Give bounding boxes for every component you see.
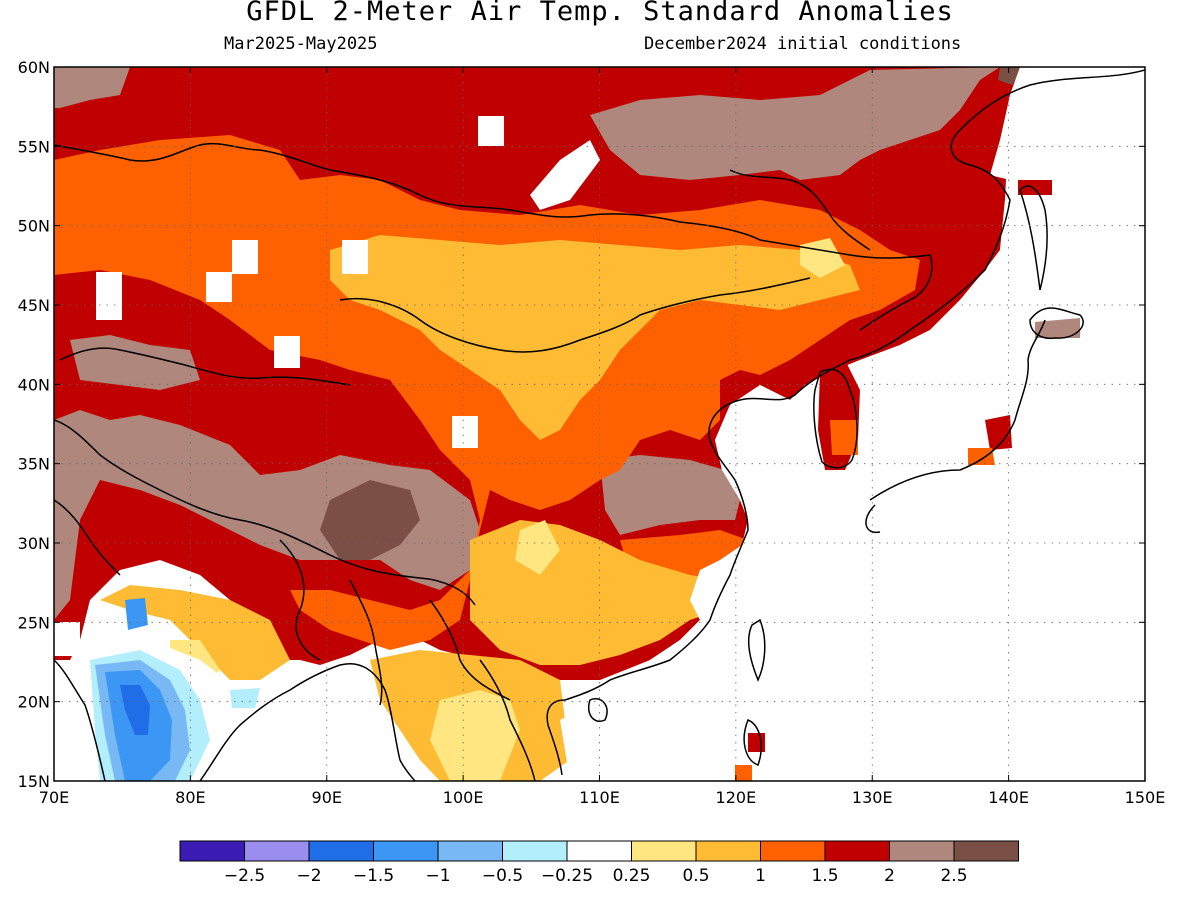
- colorbar-label: 1.5: [811, 866, 838, 886]
- colorbar-swatch: [373, 840, 439, 862]
- map-title: GFDL 2-Meter Air Temp. Standard Anomalie…: [246, 0, 954, 27]
- colorbar: −2.5 −2 −1.5 −1 −0.5 −0.25 0.25 0.5 1 1.5 2 2.5: [179, 840, 1019, 886]
- anomaly-region-0p5-1: [330, 235, 860, 440]
- lat-tick-label: 35N: [18, 455, 50, 474]
- anomaly-region-gt-2p5: [320, 480, 420, 560]
- colorbar-swatch: [824, 840, 890, 862]
- anomaly-luzon: [735, 765, 752, 781]
- anomaly-japan: [985, 415, 1012, 450]
- anomaly-japan-south: [968, 448, 995, 465]
- colorbar-label: 0.5: [682, 866, 709, 886]
- lon-tick-label: 80E: [175, 788, 205, 807]
- colorbar-label: 2.5: [940, 866, 967, 886]
- anomaly-region-0p25-0p5: [430, 690, 520, 781]
- lake: [452, 416, 478, 448]
- anomaly-region-2-2p5: [54, 67, 130, 108]
- lat-tick-label: 40N: [18, 375, 50, 394]
- colorbar-swatch: [566, 840, 632, 862]
- ocean-bay-of-bengal: [200, 665, 400, 781]
- anomaly-region-gt-2p5: [998, 67, 1022, 85]
- lon-tick-label: 70E: [39, 788, 69, 807]
- anomaly-field: [54, 67, 1080, 781]
- colorbar-label: −2.5: [224, 866, 265, 886]
- colorbar-label: 1: [755, 866, 766, 886]
- colorbar-swatch: [889, 840, 955, 862]
- lake-baikal: [530, 140, 600, 210]
- colorbar-label: 0.25: [613, 866, 651, 886]
- anomaly-hokkaido: [1035, 318, 1080, 338]
- lake: [274, 336, 300, 368]
- ocean-gulf: [54, 622, 80, 656]
- colorbar-swatch: [502, 840, 568, 862]
- colorbar-label: −0.25: [541, 866, 593, 886]
- lat-tick-label: 25N: [18, 613, 50, 632]
- lat-tick-label: 50N: [18, 217, 50, 236]
- lake: [342, 240, 368, 274]
- colorbar-swatch: [179, 840, 245, 862]
- colorbar-swatch: [695, 840, 761, 862]
- lat-tick-label: 15N: [18, 772, 50, 791]
- lon-tick-label: 150E: [1125, 788, 1166, 807]
- colorbar-swatch: [953, 840, 1019, 862]
- colorbar-swatch: [308, 840, 374, 862]
- colorbar-swatch: [437, 840, 503, 862]
- lon-tick-label: 130E: [852, 788, 893, 807]
- colorbar-label: −2: [296, 866, 321, 886]
- lakes: [54, 116, 600, 656]
- latitude-axis: 15N 20N 25N 30N 35N 40N 45N 50N 55N 60N: [18, 58, 1145, 791]
- lat-tick-label: 45N: [18, 296, 50, 315]
- colorbar-swatch: [760, 840, 826, 862]
- lon-tick-label: 120E: [716, 788, 757, 807]
- colorbar-swatch: [244, 840, 310, 862]
- colorbar-label: 2: [884, 866, 895, 886]
- colorbar-swatch: [631, 840, 697, 862]
- lake-balkhash: [96, 272, 122, 320]
- anomaly-sakhalin: [1018, 180, 1052, 195]
- anomaly-region-2-2p5: [590, 67, 1000, 180]
- lat-tick-label: 20N: [18, 693, 50, 712]
- lon-tick-label: 110E: [579, 788, 620, 807]
- map-panel: [54, 67, 1145, 781]
- lake: [232, 240, 258, 274]
- lake: [478, 116, 504, 146]
- colorbar-label: −1: [425, 866, 450, 886]
- anomaly-taiwan: [748, 733, 765, 752]
- lon-tick-label: 140E: [988, 788, 1029, 807]
- lon-tick-label: 90E: [312, 788, 342, 807]
- lat-tick-label: 30N: [18, 534, 50, 553]
- anomaly-region-neg-1: [125, 598, 148, 630]
- lat-tick-label: 55N: [18, 137, 50, 156]
- anomaly-region-0p5-1: [100, 585, 290, 680]
- anomaly-korea-inner: [830, 420, 858, 455]
- colorbar-label: −0.5: [482, 866, 523, 886]
- forecast-period: Mar2025-May2025: [224, 34, 378, 54]
- lat-tick-label: 60N: [18, 58, 50, 77]
- anomaly-region-2-2p5: [54, 410, 480, 620]
- anomaly-region-0p25-0p5: [515, 520, 560, 575]
- lon-tick-label: 100E: [443, 788, 484, 807]
- anomaly-kamchatka-edge: [940, 120, 995, 160]
- coastlines-borders: [54, 69, 1145, 781]
- anomaly-region-2-2p5: [600, 455, 740, 535]
- lake: [206, 272, 232, 302]
- longitude-axis: 70E 80E 90E 100E 110E 120E 130E 140E 150E: [39, 67, 1166, 807]
- initial-conditions: December2024 initial conditions: [644, 34, 962, 54]
- anomaly-region-neg-0p25: [230, 688, 260, 708]
- ocean-arabian-sea: [54, 660, 100, 781]
- anomaly-region-neg-1p5: [120, 685, 150, 735]
- colorbar-label: −1.5: [353, 866, 394, 886]
